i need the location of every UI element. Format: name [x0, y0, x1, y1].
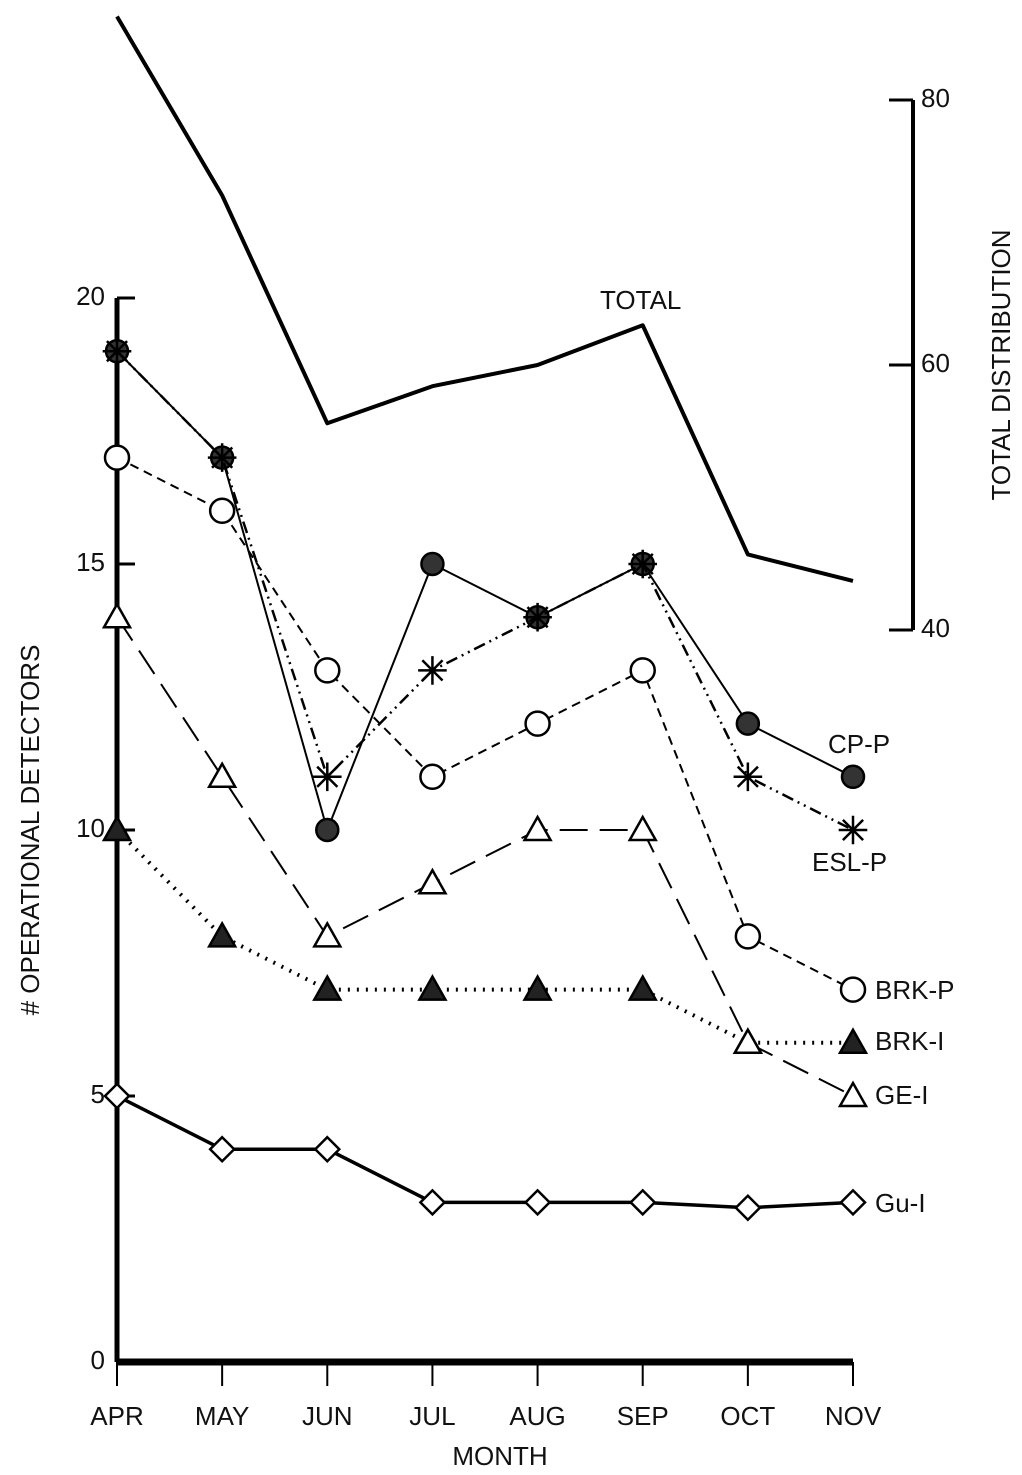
marker — [103, 444, 131, 471]
y2-tick-label: 40 — [921, 613, 950, 643]
x-tick-label: AUG — [509, 1401, 565, 1431]
marker — [314, 657, 341, 684]
marker — [418, 1188, 447, 1217]
marker — [837, 1027, 869, 1055]
marker — [207, 443, 237, 472]
series-label: Gu-I — [875, 1188, 926, 1218]
y-tick-label: 10 — [76, 813, 105, 843]
marker — [312, 920, 343, 948]
marker — [839, 976, 867, 1003]
series-line — [115, 15, 854, 583]
marker — [627, 814, 658, 842]
marker — [312, 762, 342, 792]
marker — [315, 817, 340, 843]
marker — [628, 1188, 657, 1217]
marker — [419, 763, 446, 791]
marker — [840, 764, 866, 790]
series-label: BRK-P — [875, 975, 954, 1005]
y2-tick-label: 60 — [921, 348, 950, 378]
marker — [208, 497, 236, 525]
marker — [629, 657, 656, 684]
marker — [207, 761, 238, 789]
series-label: ESL-P — [812, 847, 887, 877]
marker — [312, 974, 343, 1001]
y-tick-label: 20 — [76, 281, 105, 311]
marker — [208, 1135, 236, 1163]
marker — [735, 711, 761, 736]
x-tick-label: OCT — [720, 1401, 775, 1431]
x-tick-label: JUL — [409, 1401, 455, 1431]
marker — [417, 974, 448, 1001]
series-line — [116, 350, 854, 831]
marker — [522, 974, 553, 1001]
marker — [103, 1082, 131, 1110]
marker — [313, 1135, 342, 1163]
marker — [523, 1188, 552, 1217]
marker — [733, 762, 763, 792]
marker — [524, 710, 551, 737]
marker — [837, 1080, 869, 1108]
marker — [628, 549, 658, 579]
marker — [732, 1027, 763, 1055]
x-tick-label: APR — [90, 1401, 143, 1431]
y-axis-label: # OPERATIONAL DETECTORS — [15, 645, 45, 1016]
marker — [523, 602, 552, 632]
series-label: BRK-I — [875, 1026, 944, 1056]
marker — [839, 1188, 867, 1217]
series-label: CP-P — [828, 729, 890, 759]
x-tick-label: SEP — [617, 1401, 669, 1431]
series-line — [116, 1094, 854, 1210]
x-tick-label: JUN — [302, 1401, 353, 1431]
series-line — [116, 616, 854, 1097]
marker — [522, 814, 553, 842]
marker — [207, 920, 238, 948]
series-label: TOTAL — [600, 285, 681, 315]
marker — [101, 601, 133, 629]
x-tick-label: NOV — [825, 1401, 882, 1431]
marker — [734, 923, 762, 950]
y2-tick-label: 80 — [921, 83, 950, 113]
y-tick-label: 0 — [91, 1345, 105, 1375]
y2-axis-label: TOTAL DISTRIBUTION — [986, 229, 1016, 500]
series-label: GE-I — [875, 1080, 928, 1110]
y-tick-label: 5 — [91, 1079, 105, 1109]
marker — [734, 1193, 762, 1222]
marker — [838, 815, 868, 845]
marker — [417, 867, 448, 895]
marker — [627, 974, 658, 1001]
marker — [418, 656, 447, 685]
series-line — [116, 456, 854, 991]
marker — [420, 551, 445, 577]
x-tick-label: MAY — [195, 1401, 249, 1431]
y-tick-label: 15 — [76, 547, 105, 577]
marker — [102, 336, 132, 366]
marker — [101, 814, 133, 842]
x-axis-label: MONTH — [452, 1441, 547, 1471]
